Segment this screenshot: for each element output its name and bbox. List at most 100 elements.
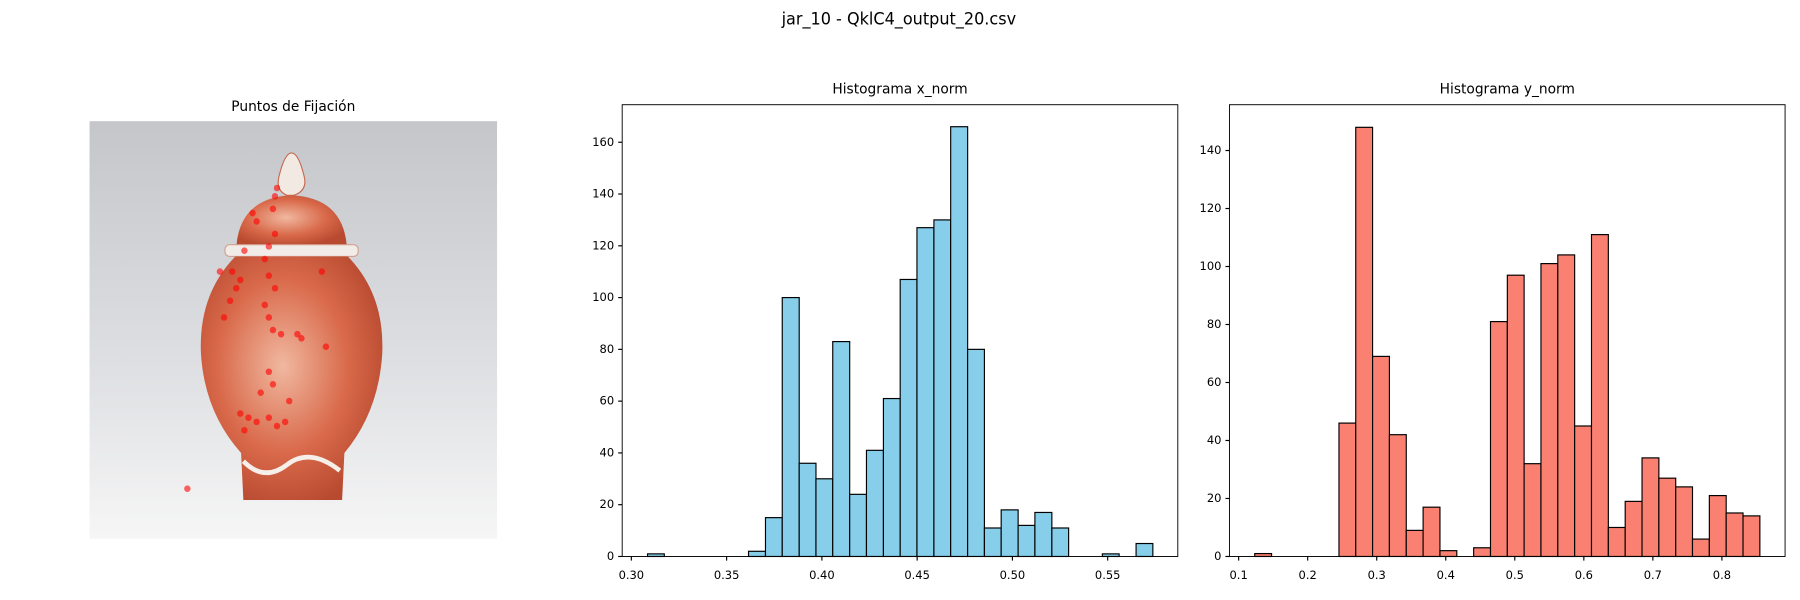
fixation-point bbox=[216, 268, 224, 275]
vase-finial bbox=[277, 152, 306, 196]
histogram-bar bbox=[1355, 126, 1374, 558]
fixation-point bbox=[318, 268, 326, 275]
fixation-point bbox=[273, 422, 281, 430]
histogram-bar bbox=[1135, 542, 1154, 558]
y-tick-label: 120 bbox=[592, 238, 614, 252]
histogram-bar bbox=[1439, 550, 1458, 558]
histogram-bar bbox=[815, 478, 834, 558]
histogram-bar bbox=[1557, 254, 1576, 558]
y-tick-label: 80 bbox=[1207, 317, 1222, 331]
y-tick-label: 20 bbox=[1207, 491, 1222, 505]
fixation-point bbox=[253, 218, 260, 225]
x-tick-label: 0.2 bbox=[1299, 568, 1317, 582]
histogram-bar bbox=[1473, 547, 1492, 558]
fixation-point bbox=[261, 301, 268, 309]
x-tick-label: 0.5 bbox=[1506, 568, 1524, 582]
fixation-point bbox=[245, 414, 252, 421]
x-tick-label: 0.7 bbox=[1644, 568, 1662, 582]
fixation-point bbox=[265, 368, 273, 376]
x-tick-label: 0.35 bbox=[714, 568, 740, 582]
histogram-bar bbox=[950, 126, 969, 558]
fixation-point bbox=[228, 268, 236, 275]
histogram-bar bbox=[1641, 457, 1660, 558]
fixation-point bbox=[265, 243, 273, 250]
histogram-bar bbox=[1590, 234, 1609, 558]
fixation-point bbox=[233, 284, 240, 292]
x-tick-label: 0.30 bbox=[619, 568, 645, 582]
y-tick-label: 20 bbox=[600, 497, 615, 511]
fixation-point bbox=[265, 272, 273, 279]
histogram-bar bbox=[832, 341, 851, 558]
histogram-bar bbox=[747, 550, 767, 558]
fixation-point bbox=[298, 335, 305, 342]
x-tick-label: 0.6 bbox=[1575, 568, 1593, 582]
y-tick-label: 140 bbox=[592, 186, 614, 200]
x-tick-label: 0.50 bbox=[1000, 568, 1026, 582]
fixation-point bbox=[184, 485, 191, 492]
histogram-bar bbox=[1708, 494, 1727, 558]
histogram-bar bbox=[1422, 506, 1441, 558]
histogram-bar bbox=[1574, 425, 1593, 558]
fixation-point bbox=[286, 397, 293, 405]
panel-title: Histograma x_norm bbox=[832, 81, 967, 97]
fixation-point bbox=[273, 184, 281, 192]
fixation-point bbox=[241, 426, 248, 434]
photo bbox=[89, 121, 498, 539]
fixation-point bbox=[271, 230, 279, 238]
fixation-point bbox=[220, 314, 228, 321]
vase-body bbox=[200, 256, 383, 500]
histogram-bar bbox=[882, 397, 901, 558]
histogram-bar bbox=[865, 449, 884, 558]
x-tick-label: 0.55 bbox=[1095, 568, 1121, 582]
histogram-bar bbox=[781, 296, 800, 558]
histogram-bar bbox=[899, 278, 918, 558]
histogram-bar bbox=[1506, 274, 1525, 558]
y-tick-label: 60 bbox=[1207, 375, 1222, 389]
panel-title: Puntos de Fijación bbox=[231, 99, 355, 115]
fixation-point bbox=[322, 343, 330, 351]
histogram-bar bbox=[967, 348, 985, 558]
axes-frame bbox=[621, 104, 1179, 557]
histogram-bar bbox=[983, 527, 1002, 558]
x-tick-label: 0.40 bbox=[809, 568, 835, 582]
histogram-bar bbox=[1489, 321, 1508, 558]
fixation-point bbox=[237, 276, 244, 284]
fixation-point bbox=[226, 297, 234, 305]
histogram-bar bbox=[1051, 527, 1070, 558]
fixation-point bbox=[265, 414, 273, 421]
vase-lid bbox=[236, 195, 347, 245]
fixation-point bbox=[237, 410, 244, 417]
fixation-point bbox=[269, 205, 277, 213]
fixation-point bbox=[269, 326, 277, 334]
panel-title: Histograma y_norm bbox=[1440, 81, 1575, 97]
histogram-bar bbox=[1658, 477, 1677, 558]
axes-frame bbox=[1229, 104, 1786, 557]
fixation-point bbox=[261, 255, 268, 263]
fixation-point bbox=[281, 418, 289, 426]
y-tick-label: 0 bbox=[607, 549, 614, 563]
figure-title: jar_10 - QklC4_output_20.csv bbox=[781, 9, 1017, 29]
histogram-bar bbox=[916, 227, 935, 558]
fixation-point bbox=[241, 247, 248, 254]
y-tick-label: 40 bbox=[1207, 433, 1222, 447]
histogram-bar bbox=[764, 517, 783, 558]
histogram-bar bbox=[798, 462, 817, 558]
fixation-point bbox=[271, 193, 279, 200]
fixation-point bbox=[294, 330, 301, 338]
y-tick-label: 100 bbox=[1200, 259, 1222, 273]
y-tick-label: 80 bbox=[600, 342, 615, 356]
y-tick-label: 160 bbox=[592, 135, 614, 149]
fixation-point bbox=[269, 381, 277, 388]
histogram-bar bbox=[1372, 355, 1390, 558]
histogram-bar bbox=[1607, 526, 1626, 558]
histogram-bar bbox=[1405, 529, 1424, 558]
x-tick-label: 0.8 bbox=[1713, 568, 1731, 582]
histogram-bar bbox=[1338, 422, 1357, 558]
histogram-bar bbox=[1624, 500, 1643, 558]
histogram-bar bbox=[1691, 538, 1710, 558]
y-tick-label: 140 bbox=[1200, 143, 1222, 157]
histogram-bar bbox=[1675, 486, 1694, 558]
vase-pattern bbox=[241, 454, 342, 475]
